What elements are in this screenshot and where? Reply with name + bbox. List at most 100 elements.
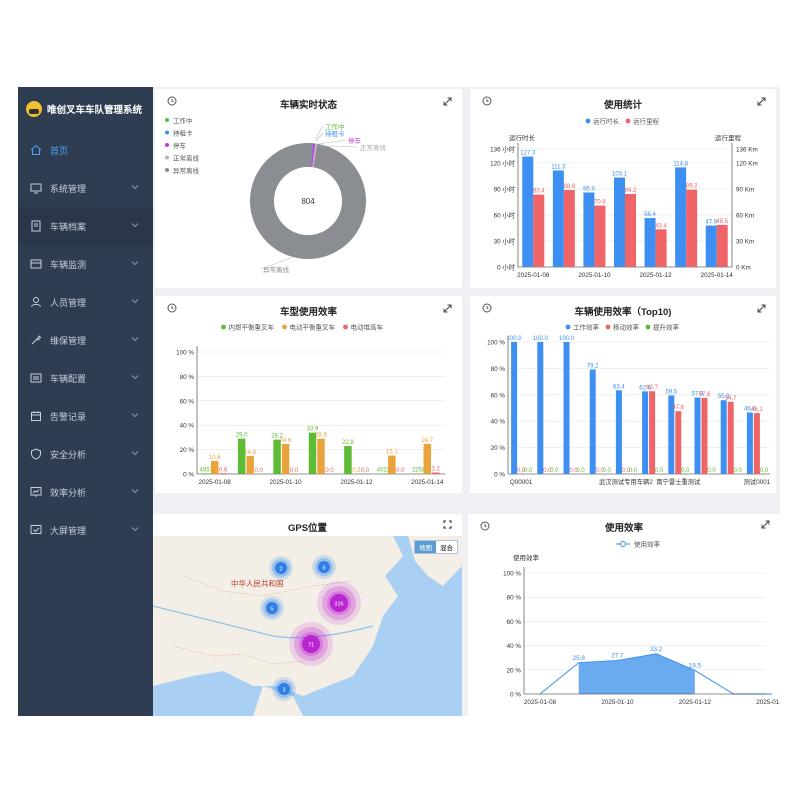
legend-label: 工作中 bbox=[173, 116, 193, 125]
clock-icon[interactable] bbox=[167, 96, 177, 106]
y-tick-label: 40 % bbox=[507, 643, 522, 650]
map-type-toggle[interactable]: 地图 混合 bbox=[414, 540, 458, 554]
chevron-down-icon bbox=[131, 525, 139, 533]
card-model-efficiency: 车型使用效率 内燃平衡重叉车 电动平衡重叉车 电动堆高车 0 % 20 % 40 % 60 … bbox=[155, 296, 462, 493]
legend-marker bbox=[165, 143, 169, 147]
sidebar-item-4[interactable]: 车辆监测 bbox=[18, 245, 153, 283]
gps-map[interactable]: 中华人民共和国 2 6 5 3 326 71 bbox=[153, 536, 462, 716]
app-title: 唯创叉车车队管理系统 bbox=[47, 105, 143, 116]
bar bbox=[701, 397, 708, 474]
bar bbox=[202, 473, 210, 474]
data-label: 19.5 bbox=[689, 662, 702, 669]
bar bbox=[273, 439, 281, 474]
clock-icon[interactable] bbox=[482, 96, 492, 106]
data-label: 25.8 bbox=[573, 655, 586, 662]
x-tick-label: 2025-01-08 bbox=[517, 272, 550, 279]
leader-line bbox=[318, 145, 359, 148]
river bbox=[153, 605, 374, 639]
sidebar-item-3[interactable]: 车辆档案 bbox=[18, 207, 153, 245]
expand-icon[interactable] bbox=[757, 97, 766, 106]
bar bbox=[686, 189, 698, 267]
sidebar-item-label: 效率分析 bbox=[50, 487, 87, 498]
card-top10-efficiency: 车辆使用效率（Top10) 工作效率 移动效率 提升效率 0 % 20 % 40 % 60 … bbox=[470, 296, 776, 493]
data-label: 0.0 bbox=[760, 468, 769, 474]
screen-icon bbox=[30, 258, 42, 270]
data-label: 0.0 bbox=[290, 468, 299, 474]
data-label: 79.2 bbox=[587, 363, 599, 369]
pie-slice bbox=[312, 143, 318, 168]
bar bbox=[237, 438, 246, 474]
pie-slice bbox=[311, 143, 316, 168]
sidebar-item-2[interactable]: 系统管理 bbox=[18, 169, 153, 207]
legend-marker bbox=[165, 168, 169, 172]
legend-marker bbox=[620, 541, 626, 547]
bar bbox=[644, 218, 656, 267]
data-label: 1.2 bbox=[432, 467, 441, 473]
expand-icon[interactable] bbox=[757, 304, 766, 313]
y-tick-label: 20 % bbox=[491, 445, 506, 452]
list-icon bbox=[30, 372, 42, 384]
bar bbox=[642, 391, 649, 474]
chevron-down-icon bbox=[131, 411, 139, 419]
map-toggle-hybrid[interactable]: 混合 bbox=[440, 545, 453, 552]
sidebar-item-8[interactable]: 告警记录 bbox=[18, 397, 153, 435]
legend-label: 电动平衡重叉车 bbox=[290, 323, 336, 332]
bar bbox=[537, 342, 544, 474]
x-tick-label: 2025-01-14 bbox=[411, 479, 444, 486]
x-tick-label: 2025-01-12 bbox=[639, 272, 672, 279]
data-label: 0.6 bbox=[219, 467, 228, 473]
bar bbox=[388, 455, 396, 474]
legend-label: 运行里程 bbox=[633, 117, 660, 126]
app-brand[interactable]: 唯创叉车车队管理系统 bbox=[18, 87, 153, 131]
sidebar-item-label: 车辆档案 bbox=[50, 221, 87, 232]
data-label: 43.4 bbox=[655, 223, 667, 229]
cluster-count: 3 bbox=[282, 687, 285, 693]
legend-label: 工作效率 bbox=[573, 323, 600, 332]
sidebar-item-11[interactable]: 大屏管理 bbox=[18, 511, 153, 549]
data-label: 0.0 bbox=[734, 468, 743, 474]
bar bbox=[589, 369, 596, 474]
data-label: 111.3 bbox=[551, 164, 566, 170]
data-label: 28.2 bbox=[271, 434, 283, 440]
bar bbox=[675, 167, 687, 267]
cluster-marker bbox=[266, 602, 278, 614]
data-label: 33.9 bbox=[307, 427, 319, 433]
clock-icon[interactable] bbox=[482, 303, 492, 313]
fullscreen-icon[interactable] bbox=[443, 520, 452, 529]
clock-icon[interactable] bbox=[480, 521, 490, 531]
data-label: 0.0 bbox=[707, 468, 716, 474]
legend-label: 移动效率 bbox=[613, 323, 640, 332]
legend-label: 内燃平衡重叉车 bbox=[229, 323, 275, 332]
legend-marker bbox=[625, 118, 631, 124]
y-tick-label: 100 % bbox=[176, 350, 194, 357]
cluster-marker bbox=[330, 594, 348, 612]
card-realtime-status: 车辆实时状态 工作中 待租卡 停车 正常离线 异常离线 804 工作中 待租卡 停车 正常离线 异常… bbox=[155, 89, 462, 288]
y-tick-label: 80 % bbox=[491, 366, 506, 373]
sidebar-item-9[interactable]: 安全分析 bbox=[18, 435, 153, 473]
cluster-count: 5 bbox=[270, 606, 273, 612]
sidebar-item-5[interactable]: 人员管理 bbox=[18, 283, 153, 321]
data-label: 54.7 bbox=[725, 396, 737, 402]
cluster-marker bbox=[318, 561, 330, 573]
border-line bbox=[172, 645, 304, 665]
expand-icon[interactable] bbox=[761, 520, 770, 529]
sidebar-item-10[interactable]: 效率分析 bbox=[18, 473, 153, 511]
chevron-down-icon bbox=[131, 259, 139, 267]
data-label: 47.8 bbox=[705, 220, 717, 226]
sidebar-item-6[interactable]: 维保管理 bbox=[18, 321, 153, 359]
bar bbox=[344, 446, 352, 474]
sidebar-item-1[interactable]: 首页 bbox=[18, 131, 153, 169]
bar bbox=[716, 224, 728, 267]
map-toggle-map[interactable]: 地图 bbox=[415, 541, 436, 553]
expand-icon[interactable] bbox=[443, 304, 452, 313]
data-label: 100.0 bbox=[507, 336, 523, 342]
legend-label: 停车 bbox=[173, 141, 187, 150]
sidebar-item-7[interactable]: 车辆配置 bbox=[18, 359, 153, 397]
bar bbox=[281, 443, 290, 474]
clock-icon[interactable] bbox=[167, 303, 177, 313]
data-label: 4022 bbox=[377, 468, 391, 474]
bar bbox=[533, 194, 545, 267]
expand-icon[interactable] bbox=[443, 97, 452, 106]
y-tick-label-right: 60 Km bbox=[736, 212, 754, 219]
